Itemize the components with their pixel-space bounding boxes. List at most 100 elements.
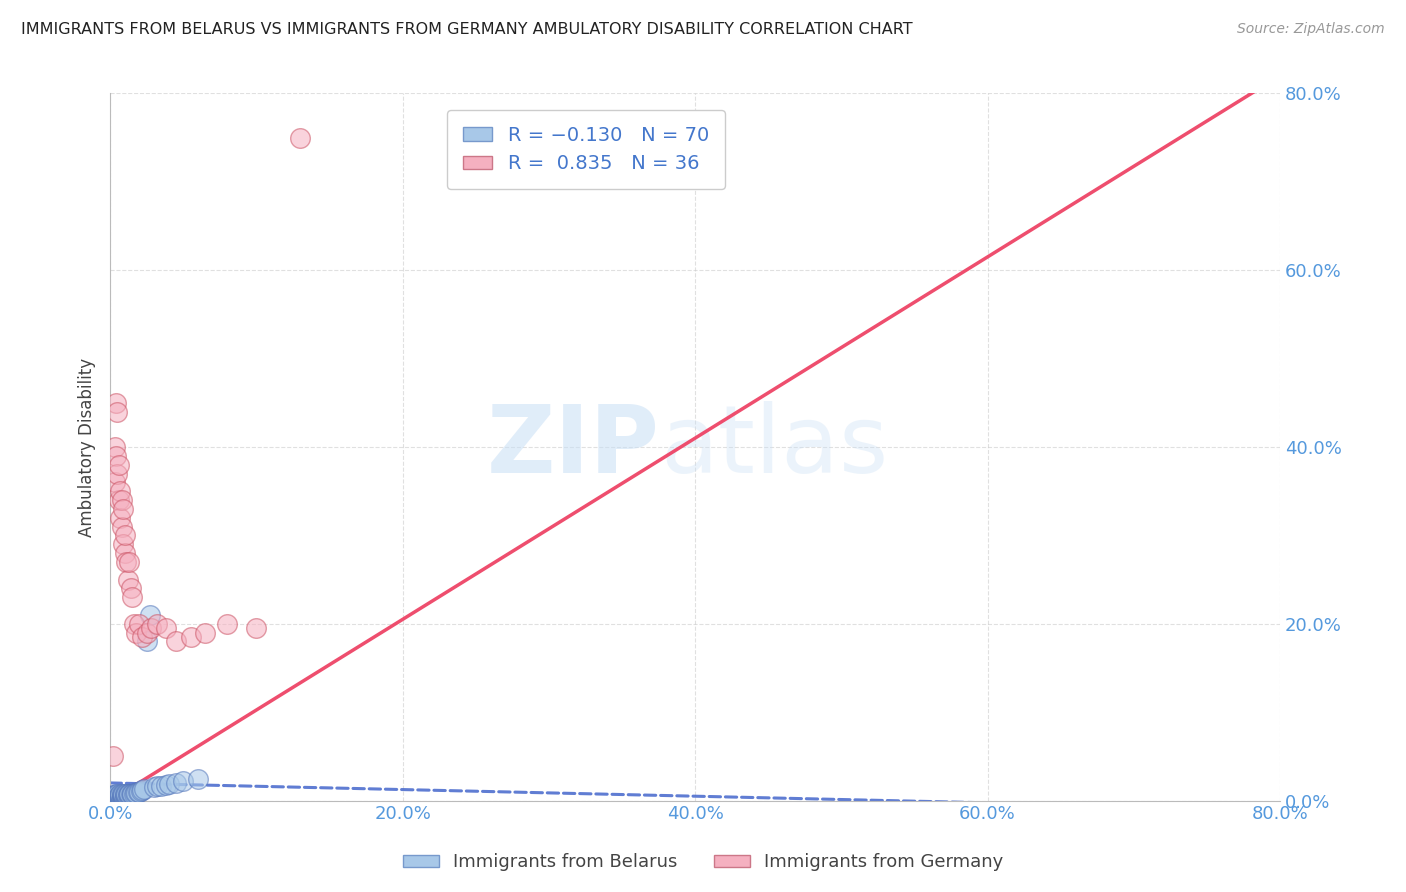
Point xyxy=(115,788,138,802)
Point xyxy=(165,776,187,790)
Point xyxy=(111,519,134,533)
Point xyxy=(108,789,131,803)
Point xyxy=(135,634,157,648)
Point xyxy=(111,789,134,804)
Point xyxy=(129,784,152,798)
Point xyxy=(103,792,125,806)
Point xyxy=(132,782,155,797)
Point xyxy=(122,787,145,801)
Point xyxy=(118,555,141,569)
Y-axis label: Ambulatory Disability: Ambulatory Disability xyxy=(79,358,96,537)
Point xyxy=(121,787,143,801)
Point xyxy=(245,621,267,635)
Point xyxy=(187,772,209,787)
Point xyxy=(101,791,124,805)
Point xyxy=(110,484,132,499)
Point xyxy=(172,774,194,789)
Point xyxy=(101,789,124,804)
Legend: R = −0.130   N = 70, R =  0.835   N = 36: R = −0.130 N = 70, R = 0.835 N = 36 xyxy=(447,110,724,189)
Point xyxy=(114,789,136,804)
Point xyxy=(108,789,131,804)
Point xyxy=(114,528,136,542)
Point xyxy=(110,510,132,524)
Point xyxy=(124,786,146,800)
Point xyxy=(107,788,129,802)
Point xyxy=(128,785,150,799)
Text: ZIP: ZIP xyxy=(486,401,659,493)
Point xyxy=(117,789,139,803)
Point xyxy=(112,501,135,516)
Point xyxy=(110,789,132,803)
Point xyxy=(100,791,122,805)
Point xyxy=(217,616,239,631)
Point xyxy=(138,607,160,622)
Point xyxy=(155,778,177,792)
Point xyxy=(128,616,150,631)
Point xyxy=(111,790,134,805)
Point xyxy=(112,789,135,804)
Point xyxy=(108,458,131,472)
Text: IMMIGRANTS FROM BELARUS VS IMMIGRANTS FROM GERMANY AMBULATORY DISABILITY CORRELA: IMMIGRANTS FROM BELARUS VS IMMIGRANTS FR… xyxy=(21,22,912,37)
Point xyxy=(103,790,125,805)
Point xyxy=(101,792,124,806)
Point xyxy=(114,788,136,802)
Point xyxy=(103,475,125,490)
Point xyxy=(101,789,124,803)
Point xyxy=(125,625,148,640)
Legend: Immigrants from Belarus, Immigrants from Germany: Immigrants from Belarus, Immigrants from… xyxy=(395,847,1011,879)
Point xyxy=(150,779,173,793)
Point xyxy=(290,130,312,145)
Point xyxy=(108,493,131,508)
Point xyxy=(110,789,132,804)
Point xyxy=(131,783,153,797)
Point xyxy=(115,555,138,569)
Point xyxy=(146,616,169,631)
Point xyxy=(115,789,138,803)
Point xyxy=(117,573,139,587)
Point xyxy=(107,790,129,805)
Point xyxy=(165,634,187,648)
Point xyxy=(101,790,124,805)
Point xyxy=(100,792,122,806)
Point xyxy=(105,449,128,463)
Point xyxy=(108,791,131,805)
Text: Source: ZipAtlas.com: Source: ZipAtlas.com xyxy=(1237,22,1385,37)
Point xyxy=(110,788,132,802)
Point xyxy=(105,789,128,803)
Point xyxy=(103,791,125,805)
Point xyxy=(114,789,136,803)
Point xyxy=(100,789,122,804)
Point xyxy=(112,788,135,802)
Point xyxy=(118,788,141,802)
Point xyxy=(105,792,128,806)
Point xyxy=(105,396,128,410)
Point xyxy=(121,591,143,605)
Point xyxy=(105,788,128,802)
Text: atlas: atlas xyxy=(659,401,889,493)
Point xyxy=(105,789,128,804)
Point xyxy=(139,621,162,635)
Point xyxy=(111,493,134,508)
Point xyxy=(117,788,139,802)
Point xyxy=(108,790,131,805)
Point xyxy=(120,582,142,596)
Point xyxy=(125,786,148,800)
Point xyxy=(112,789,135,803)
Point xyxy=(107,404,129,418)
Point xyxy=(112,537,135,551)
Point xyxy=(103,440,125,454)
Point xyxy=(131,630,153,644)
Point xyxy=(103,789,125,803)
Point xyxy=(107,789,129,804)
Point xyxy=(127,785,149,799)
Point xyxy=(110,790,132,805)
Point xyxy=(143,780,166,795)
Point xyxy=(194,625,217,640)
Point xyxy=(111,788,134,802)
Point xyxy=(101,749,124,764)
Point xyxy=(111,789,134,803)
Point xyxy=(155,621,177,635)
Point xyxy=(146,780,169,794)
Point xyxy=(121,788,143,802)
Point xyxy=(107,467,129,481)
